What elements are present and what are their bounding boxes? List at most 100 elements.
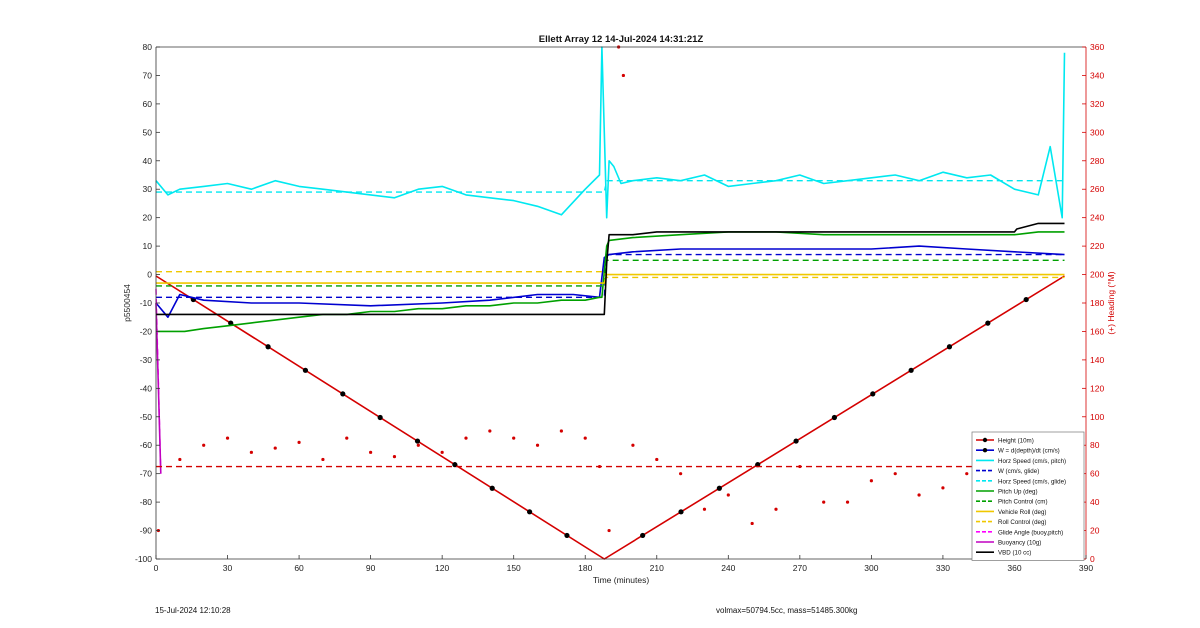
x-tick-label: 240 <box>721 563 735 573</box>
heading-point <box>249 450 253 454</box>
chart-title: Ellett Array 12 14-Jul-2024 14:31:21Z <box>539 34 704 45</box>
heading-point <box>750 521 754 526</box>
x-tick-label: 210 <box>650 563 664 573</box>
x-tick-label: 360 <box>1007 563 1021 573</box>
heading-point <box>464 436 468 440</box>
height-marker <box>870 391 876 397</box>
y-tick-label-right: 360 <box>1090 42 1104 52</box>
height-marker <box>793 438 799 444</box>
heading-point <box>822 500 826 504</box>
y-tick-label-right: 20 <box>1090 526 1100 536</box>
heading-point <box>535 443 540 447</box>
height-marker <box>564 532 570 539</box>
x-tick-label: 90 <box>366 563 376 573</box>
heading-point <box>369 450 373 454</box>
y-tick-label-left: -20 <box>140 326 153 336</box>
legend-label: Buoyancy (10g) <box>998 540 1041 547</box>
heading-point <box>965 472 969 476</box>
heading-point <box>941 486 945 490</box>
height-marker <box>526 509 533 515</box>
y-tick-label-right: 340 <box>1090 70 1104 80</box>
legend-box <box>971 431 1085 561</box>
heading-point <box>225 436 230 440</box>
legend-entry: Pitch Control (cm) <box>976 499 1048 506</box>
series-horz-speed-cm-s-glide <box>156 179 1065 193</box>
heading-point <box>178 457 182 462</box>
heading-point <box>726 493 730 497</box>
y-tick-label-left: -10 <box>140 298 153 308</box>
legend-label: W = d(depth)/dt (cm/s) <box>998 448 1060 455</box>
y-axis-label-left: p5500454 <box>122 284 132 322</box>
legend-label: Horz Speed (cm/s, glide) <box>998 478 1066 485</box>
y-tick-label-right: 120 <box>1090 383 1104 393</box>
y-tick-label-left: -40 <box>140 383 153 393</box>
y-tick-label-right: 280 <box>1090 156 1104 166</box>
heading-point <box>416 443 420 447</box>
legend-entry: W = d(depth)/dt (cm/s) <box>976 448 1060 455</box>
y-tick-label-right: 80 <box>1090 440 1100 450</box>
legend-label: Pitch Control (cm) <box>998 499 1048 506</box>
heading-point <box>202 443 206 447</box>
heading-point <box>917 493 921 497</box>
y-tick-label-right: 40 <box>1090 497 1100 507</box>
height-marker <box>265 344 271 350</box>
legend-label: Roll Control (deg) <box>998 519 1047 526</box>
y-tick-label-right: 260 <box>1090 184 1104 194</box>
y-tick-label-left: 60 <box>143 99 153 109</box>
y-tick-label-left: 30 <box>143 184 153 194</box>
footer-timestamp: 15-Jul-2024 12:10:28 <box>155 606 231 615</box>
legend-entry: VBD (10 cc) <box>976 550 1031 557</box>
y-tick-label-left: -100 <box>135 554 152 564</box>
x-tick-label: 330 <box>936 563 950 573</box>
heading-point <box>845 500 850 504</box>
heading-point <box>607 528 611 533</box>
y-tick-label-left: 80 <box>143 42 153 52</box>
heading-point <box>655 457 659 462</box>
y-tick-label-right: 0 <box>1090 554 1095 564</box>
legend-label: Vehicle Roll (deg) <box>998 509 1047 516</box>
legend-marker <box>982 437 988 443</box>
y-tick-label-left: 40 <box>143 156 153 166</box>
y-tick-label-right: 60 <box>1090 469 1100 479</box>
x-tick-label: 180 <box>578 563 592 573</box>
legend-label: W (cm/s, glide) <box>998 468 1039 475</box>
height-marker <box>985 320 991 326</box>
x-tick-label: 390 <box>1079 563 1093 573</box>
height-marker <box>340 391 346 397</box>
y-tick-label-right: 220 <box>1090 241 1104 251</box>
legend-entry: Buoyancy (10g) <box>976 540 1041 547</box>
x-tick-label: 60 <box>294 563 304 573</box>
y-tick-label-left: -30 <box>140 355 153 365</box>
legend-entry: Roll Control (deg) <box>976 519 1047 526</box>
y-tick-label-left: 50 <box>143 127 153 137</box>
y-tick-label-left: -60 <box>140 440 153 450</box>
x-tick-label: 0 <box>154 563 159 573</box>
legend-entry: Pitch Up (deg) <box>976 489 1038 496</box>
x-tick-label: 150 <box>507 563 521 573</box>
legend-marker <box>982 448 988 453</box>
legend-label: Pitch Up (deg) <box>998 489 1038 496</box>
legend-entry: Height (10m) <box>976 438 1034 445</box>
legend-entry: Horz Speed (cm/s, pitch) <box>976 458 1066 465</box>
heading-point <box>440 450 444 454</box>
heading-point <box>679 472 683 476</box>
series-vbd-10-cc <box>156 222 1065 316</box>
height-marker <box>946 344 953 350</box>
y-tick-label-left: -80 <box>140 497 153 507</box>
heading-point <box>488 429 492 433</box>
legend-entry: Vehicle Roll (deg) <box>976 509 1047 516</box>
legend-entry: Horz Speed (cm/s, glide) <box>976 478 1066 485</box>
heading-point <box>297 440 301 444</box>
legend-label: Horz Speed (cm/s, pitch) <box>998 458 1066 465</box>
y-tick-label-right: 240 <box>1090 213 1104 223</box>
y-tick-label-right: 180 <box>1090 298 1104 308</box>
height-markers <box>190 296 1029 539</box>
legend-entry: W (cm/s, glide) <box>976 468 1039 475</box>
height-marker <box>640 532 646 539</box>
heading-point <box>621 73 625 78</box>
heading-point <box>345 436 349 440</box>
height-marker <box>302 367 309 373</box>
heading-point <box>631 443 635 447</box>
y-tick-label-left: 70 <box>143 70 153 80</box>
series-w-cm-s-glide <box>156 253 1065 298</box>
